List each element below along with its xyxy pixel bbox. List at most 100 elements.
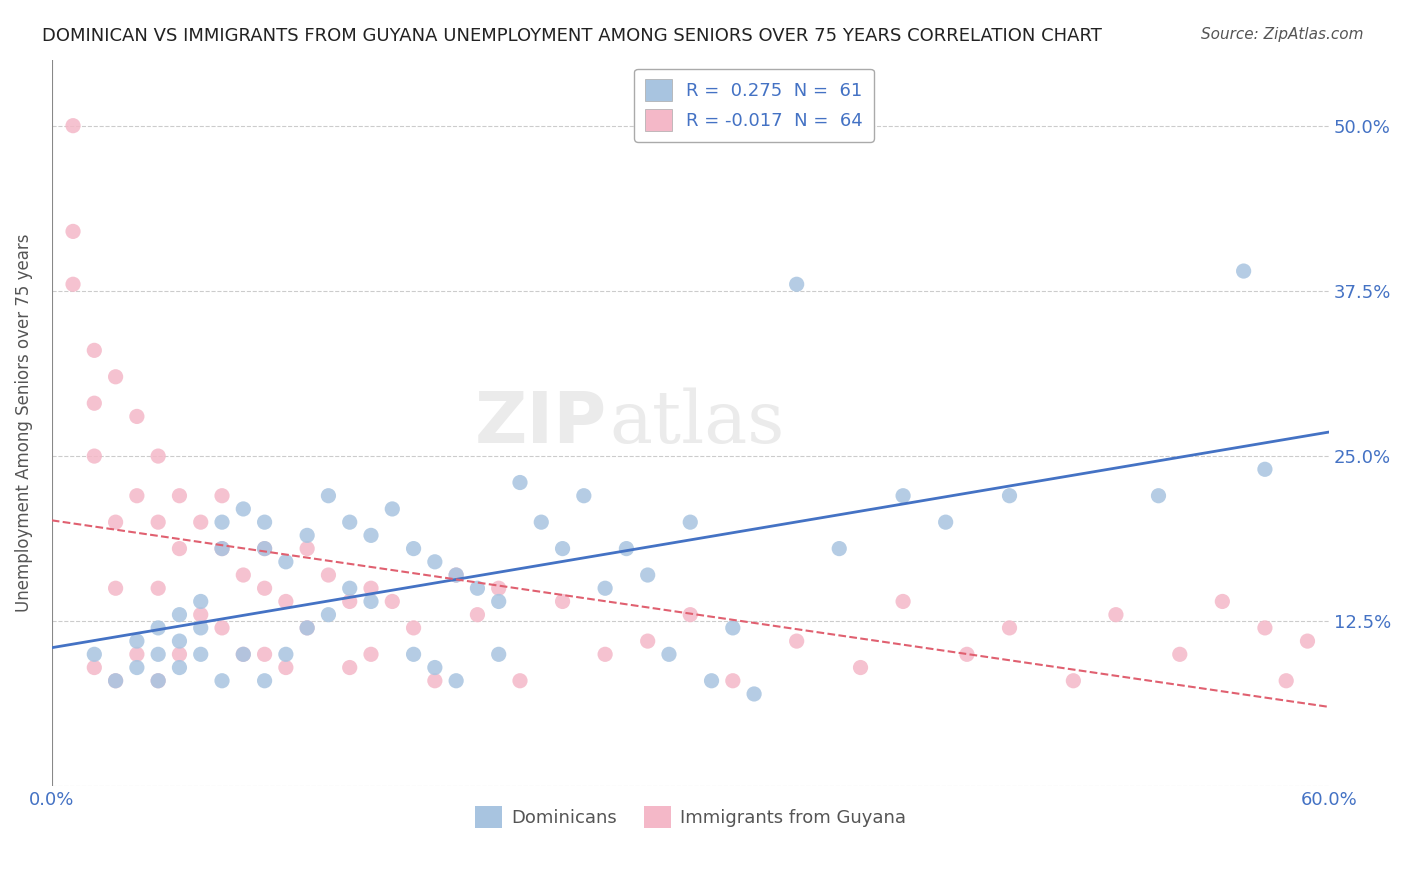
Point [83,660,105,674]
Point [190,648,212,662]
Point [339,594,361,608]
Point [1105,607,1128,622]
Point [253,673,276,688]
Point [211,673,233,688]
Point [423,555,446,569]
Point [721,621,744,635]
Point [146,621,169,635]
Point [211,489,233,503]
Point [637,568,659,582]
Point [253,515,276,529]
Point [998,489,1021,503]
Point [1275,673,1298,688]
Point [593,648,616,662]
Point [169,634,191,648]
Point [1296,634,1319,648]
Point [423,660,446,674]
Point [146,648,169,662]
Point [891,489,914,503]
Point [849,660,872,674]
Text: Source: ZipAtlas.com: Source: ZipAtlas.com [1201,27,1364,42]
Point [253,541,276,556]
Point [1062,673,1084,688]
Point [253,581,276,595]
Point [1147,489,1170,503]
Point [488,648,510,662]
Point [295,541,318,556]
Point [295,528,318,542]
Point [274,660,297,674]
Point [551,594,574,608]
Point [232,648,254,662]
Point [616,541,638,556]
Point [62,119,84,133]
Point [444,673,467,688]
Point [360,581,382,595]
Point [381,502,404,516]
Point [679,515,702,529]
Point [593,581,616,595]
Point [125,409,148,424]
Point [83,648,105,662]
Point [232,568,254,582]
Point [104,515,127,529]
Point [360,594,382,608]
Point [402,648,425,662]
Point [1254,462,1277,476]
Point [295,621,318,635]
Point [169,541,191,556]
Point [721,673,744,688]
Point [828,541,851,556]
Text: ZIP: ZIP [475,389,607,458]
Point [169,607,191,622]
Point [786,277,808,292]
Point [211,541,233,556]
Point [339,515,361,529]
Point [169,648,191,662]
Point [253,541,276,556]
Point [146,673,169,688]
Point [956,648,979,662]
Point [509,475,531,490]
Point [423,673,446,688]
Point [146,673,169,688]
Point [339,660,361,674]
Point [125,648,148,662]
Point [125,489,148,503]
Point [786,634,808,648]
Point [360,528,382,542]
Point [509,673,531,688]
Point [190,621,212,635]
Text: DOMINICAN VS IMMIGRANTS FROM GUYANA UNEMPLOYMENT AMONG SENIORS OVER 75 YEARS COR: DOMINICAN VS IMMIGRANTS FROM GUYANA UNEM… [42,27,1102,45]
Text: atlas: atlas [610,388,785,458]
Point [679,607,702,622]
Point [467,581,489,595]
Point [83,449,105,463]
Point [169,489,191,503]
Point [104,673,127,688]
Point [211,621,233,635]
Point [360,648,382,662]
Point [62,277,84,292]
Point [700,673,723,688]
Y-axis label: Unemployment Among Seniors over 75 years: Unemployment Among Seniors over 75 years [15,234,32,612]
Point [318,489,340,503]
Point [444,568,467,582]
Point [83,343,105,358]
Point [1168,648,1191,662]
Point [998,621,1021,635]
Point [381,594,404,608]
Point [530,515,553,529]
Point [488,581,510,595]
Point [572,489,595,503]
Point [742,687,765,701]
Point [488,594,510,608]
Point [104,581,127,595]
Point [318,607,340,622]
Point [146,515,169,529]
Point [402,621,425,635]
Point [1233,264,1256,278]
Point [169,660,191,674]
Point [891,594,914,608]
Point [637,634,659,648]
